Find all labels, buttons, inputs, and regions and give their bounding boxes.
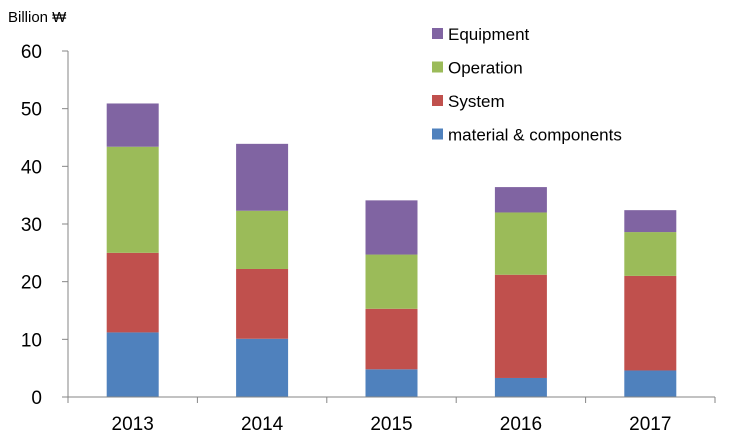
x-axis-ticks: 2013 2014 2015 2016 2017	[67, 397, 716, 435]
bar-segment-material-components-2017	[624, 370, 677, 397]
legend-label-system: System	[448, 92, 505, 111]
legend-swatch-material-components	[432, 128, 443, 140]
x-tick-label: 2017	[629, 414, 671, 435]
x-tick-label: 2014	[241, 414, 284, 435]
bar-segment-operation-2014	[236, 210, 289, 269]
y-axis-unit-label: Billion ₩	[8, 9, 67, 26]
y-tick-label: 10	[21, 330, 42, 351]
y-axis-ticks: 0 10 20 30 40 50 60	[21, 42, 68, 409]
y-tick-label: 30	[21, 215, 42, 236]
bar-segment-system-2014	[236, 268, 289, 339]
y-tick-label: 50	[21, 100, 42, 121]
y-tick-label: 20	[21, 273, 42, 294]
legend-swatch-operation	[432, 61, 443, 73]
bar-segment-material-components-2014	[236, 338, 289, 397]
bars	[106, 103, 677, 397]
legend-label-operation: Operation	[448, 59, 523, 78]
legend-swatch-system	[432, 95, 443, 106]
bar-segment-material-components-2015	[365, 369, 418, 397]
x-tick-label: 2013	[112, 414, 154, 435]
bar-segment-equipment-2014	[236, 143, 289, 211]
legend-label-material-components: material & components	[448, 126, 622, 145]
bar-segment-material-components-2016	[494, 377, 547, 397]
bar-segment-material-components-2013	[106, 332, 159, 397]
bar-segment-operation-2017	[624, 232, 677, 276]
bar-segment-equipment-2017	[624, 210, 677, 233]
x-tick-label: 2015	[370, 414, 412, 435]
bar-segment-equipment-2013	[106, 103, 159, 147]
bar-segment-system-2017	[624, 275, 677, 371]
legend-label-equipment: Equipment	[448, 25, 530, 44]
y-tick-label: 40	[21, 157, 42, 178]
bar-segment-system-2013	[106, 252, 159, 333]
bar-segment-operation-2015	[365, 254, 418, 309]
bar-segment-operation-2013	[106, 146, 159, 253]
y-tick-label: 60	[21, 42, 42, 63]
bar-segment-operation-2016	[494, 212, 547, 275]
bar-segment-equipment-2016	[494, 187, 547, 213]
bar-segment-system-2015	[365, 308, 418, 370]
bar-segment-system-2016	[494, 274, 547, 378]
x-tick-label: 2016	[500, 414, 542, 435]
bar-segment-equipment-2015	[365, 200, 418, 255]
legend: Equipment Operation System material & compo…	[432, 25, 622, 145]
legend-swatch-equipment	[432, 28, 443, 39]
y-tick-label: 0	[31, 388, 42, 409]
